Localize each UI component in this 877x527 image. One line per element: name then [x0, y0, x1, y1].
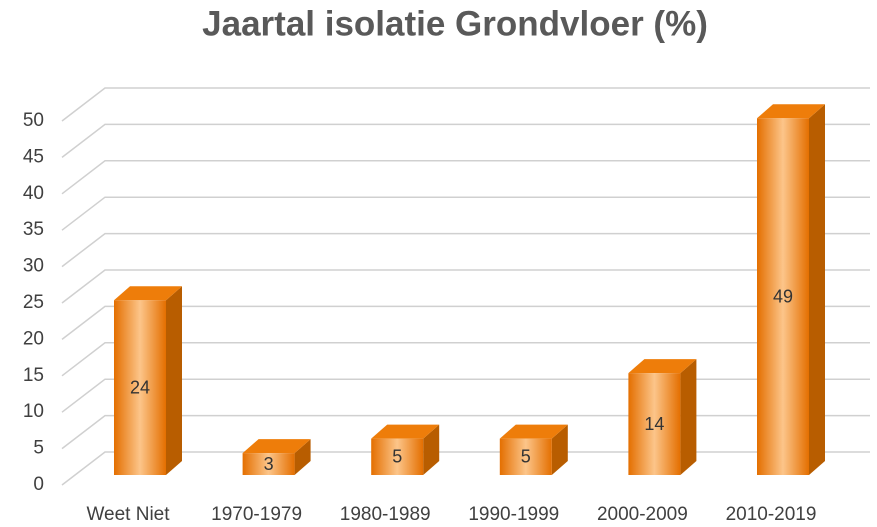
y-tick-label: 50 [23, 110, 44, 131]
bar-side [680, 359, 697, 475]
grid-line [61, 342, 870, 377]
bar-top [242, 439, 311, 454]
bar-top [628, 359, 697, 374]
bar-top [371, 424, 440, 439]
bar [499, 424, 568, 475]
x-tick-label: 2000-2009 [597, 504, 688, 525]
bar [114, 286, 182, 475]
data-label: 5 [392, 447, 402, 467]
grid-line [61, 378, 870, 413]
y-tick-label: 35 [23, 219, 44, 240]
grid-line [61, 160, 870, 195]
y-tick-label: 30 [23, 256, 44, 277]
x-tick-label: Weet Niet [86, 504, 170, 525]
y-tick-label: 5 [33, 438, 44, 459]
grid-line [61, 196, 870, 231]
bar-front [114, 300, 166, 475]
grid-line [61, 414, 870, 450]
x-tick-label: 1970-1979 [211, 504, 302, 525]
bar-side [294, 439, 311, 475]
bar-side [423, 424, 440, 475]
bar-side [809, 104, 825, 475]
bar-front [371, 438, 424, 475]
y-tick-label: 25 [23, 292, 44, 313]
bar-front [499, 438, 552, 475]
y-tick-label: 40 [23, 183, 44, 204]
bar-top [757, 104, 825, 119]
bar-side [551, 424, 568, 475]
data-label: 14 [644, 414, 664, 434]
bar [757, 104, 825, 475]
y-tick-label: 0 [33, 474, 44, 495]
x-tick-label: 1990-1999 [468, 504, 559, 525]
grid-line [61, 232, 870, 268]
x-tick-label: 1980-1989 [340, 504, 431, 525]
grid-line [61, 123, 870, 158]
grid-line [61, 305, 870, 340]
data-label: 24 [130, 377, 150, 397]
data-label: 5 [521, 447, 531, 467]
y-tick-label: 10 [23, 401, 44, 422]
y-tick-label: 20 [23, 328, 44, 349]
chart-title: Jaartal isolatie Grondvloer (%) [202, 4, 708, 43]
x-tick-label: 2010-2019 [726, 504, 817, 525]
data-label: 3 [264, 454, 274, 474]
bar-front [757, 118, 809, 475]
bar-top [114, 286, 182, 301]
bar [242, 439, 311, 475]
bar [371, 424, 440, 475]
y-tick-label: 45 [23, 146, 44, 167]
y-tick-label: 15 [23, 365, 44, 386]
bar-side [166, 286, 182, 475]
grid-line [61, 451, 870, 486]
bar-front [628, 373, 681, 475]
grid-line [61, 87, 870, 122]
bar [628, 359, 697, 475]
bar-top [499, 424, 568, 439]
grid-line [61, 269, 870, 304]
bar-front [242, 453, 295, 475]
data-label: 49 [773, 286, 793, 306]
